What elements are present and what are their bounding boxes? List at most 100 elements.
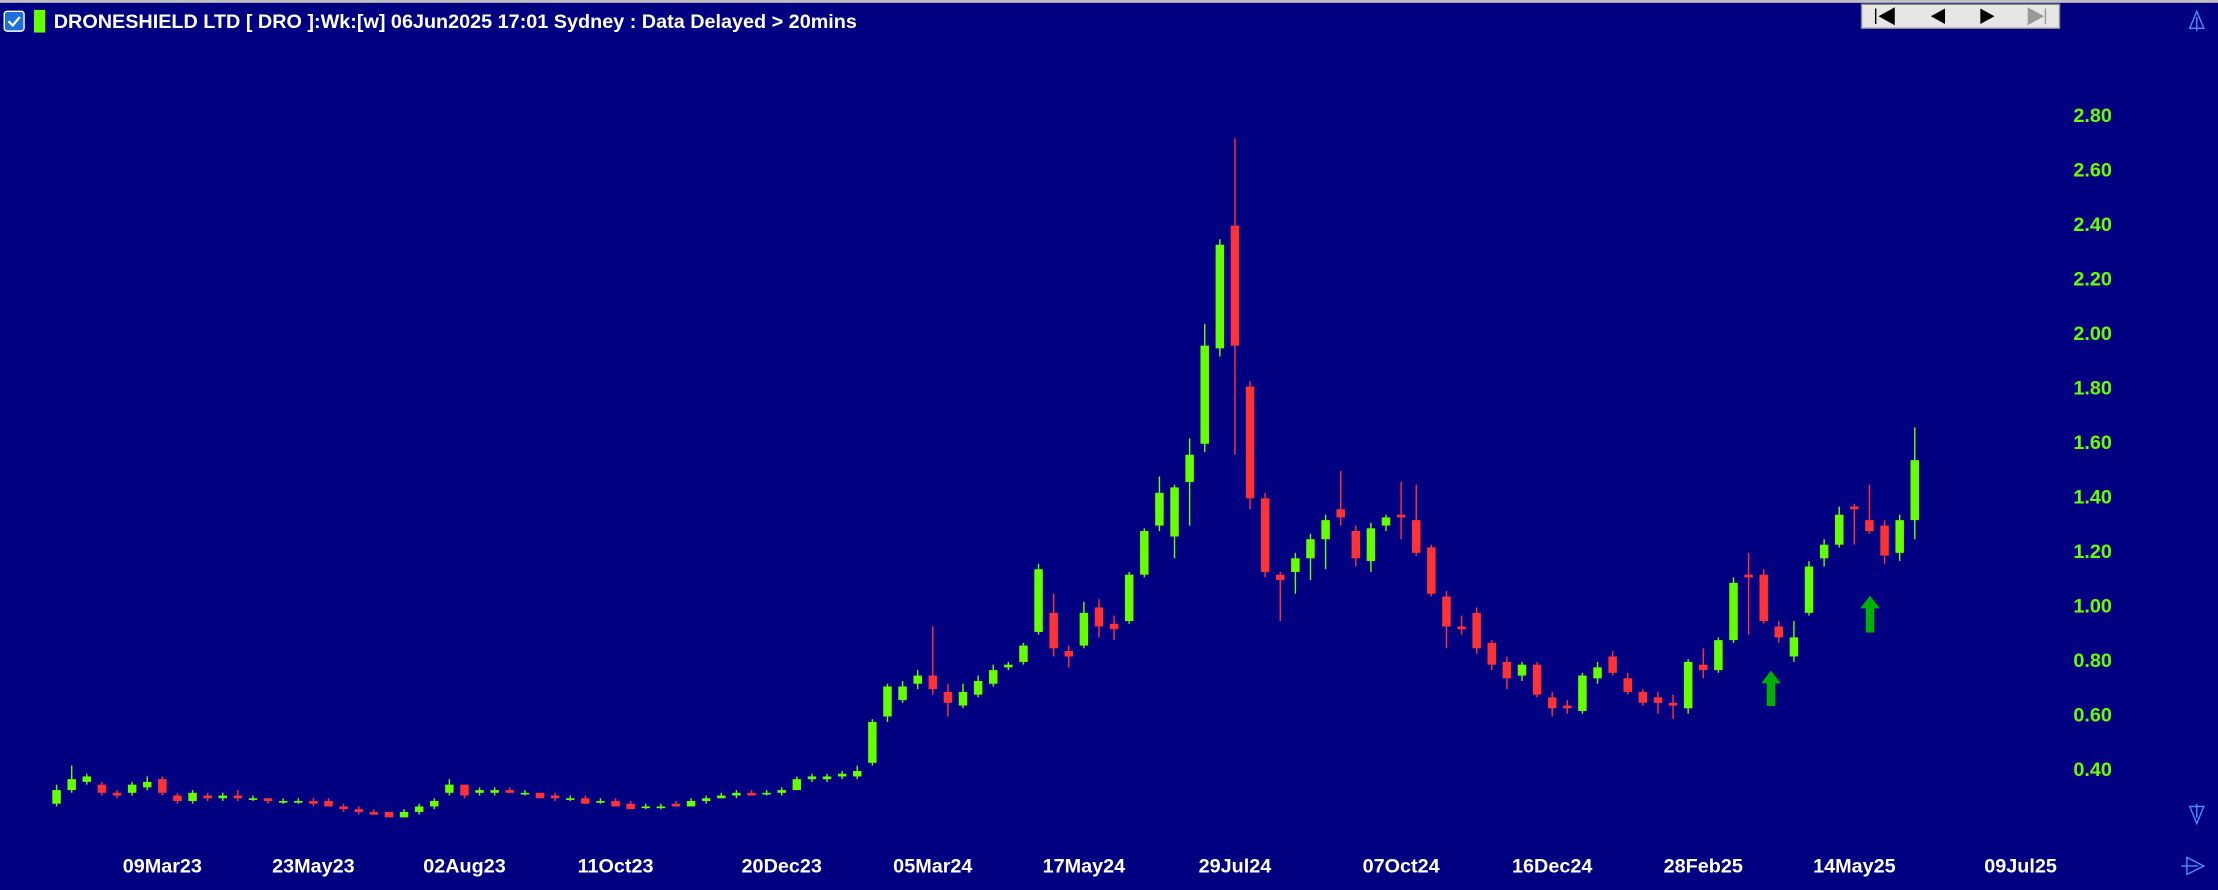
- candle-body: [1321, 520, 1330, 540]
- candle-body: [384, 811, 394, 818]
- candle-body: [233, 795, 243, 799]
- candle-body: [112, 792, 122, 796]
- candle-body: [1260, 498, 1270, 572]
- y-tick-label: 0.40: [2073, 759, 2112, 781]
- candle-body: [1155, 492, 1164, 526]
- check-mark: [7, 16, 21, 28]
- candle-body: [550, 795, 560, 799]
- candle-body: [188, 792, 197, 801]
- candle-body: [1170, 487, 1179, 537]
- candle-body: [1880, 525, 1889, 556]
- candle-body: [868, 721, 877, 763]
- candle-body: [1336, 509, 1345, 518]
- candle-body: [1850, 506, 1859, 510]
- x-tick-label: 29Jul24: [1199, 856, 1272, 878]
- candle-body: [1683, 661, 1693, 709]
- candle-body: [1200, 345, 1209, 444]
- candle-body: [1895, 520, 1904, 553]
- candle-body: [475, 790, 484, 793]
- nav-prev[interactable]: [1930, 8, 1945, 25]
- candle-body: [1396, 514, 1406, 518]
- candle-body: [1291, 558, 1300, 572]
- candle-body: [1185, 454, 1194, 482]
- y-tick-label: 2.60: [2073, 159, 2112, 181]
- candle-body: [52, 790, 61, 804]
- candle-body: [1729, 582, 1738, 641]
- nav-first[interactable]: [1874, 7, 1895, 26]
- candle-body: [97, 784, 107, 793]
- y-tick-label: 1.60: [2073, 432, 2112, 454]
- x-tick-label: 09Mar23: [123, 856, 202, 878]
- y-tick-label: 2.20: [2073, 268, 2112, 290]
- candle-body: [596, 800, 605, 803]
- candle-body: [173, 795, 182, 801]
- candle-body: [339, 806, 348, 810]
- candle-body: [1623, 678, 1632, 692]
- candle-body: [1245, 386, 1255, 499]
- candle-body: [1759, 574, 1768, 622]
- candle-body: [1276, 574, 1285, 581]
- x-tick-label: 05Mar24: [893, 856, 972, 878]
- candle-body: [1109, 623, 1119, 630]
- candle-body: [1019, 645, 1028, 662]
- candle-body: [1638, 691, 1648, 703]
- x-tick-label: 28Feb25: [1664, 856, 1743, 878]
- candle-body: [1230, 225, 1240, 346]
- nav-last[interactable]: [2027, 7, 2047, 26]
- y-tick-label: 2.40: [2073, 214, 2112, 236]
- candle-body: [1004, 664, 1013, 668]
- candle-body: [1532, 664, 1542, 695]
- candle-body: [1517, 664, 1527, 676]
- candle-body: [943, 691, 953, 703]
- candle-body: [1049, 612, 1058, 649]
- scroll-up[interactable]: [2188, 9, 2205, 32]
- candle-body: [248, 798, 258, 800]
- y-tick-label: 1.80: [2073, 377, 2112, 399]
- candle-body: [792, 779, 802, 791]
- color-swatch: [33, 9, 46, 33]
- candle-body: [399, 811, 409, 818]
- candle-body: [1215, 244, 1225, 349]
- y-tick-label: 2.80: [2073, 105, 2112, 127]
- candle-body: [898, 686, 907, 701]
- candle-body: [581, 798, 590, 804]
- candle-body: [701, 798, 711, 801]
- candle-body: [535, 792, 545, 799]
- x-tick-label: 11Oct23: [578, 856, 654, 878]
- nav-next[interactable]: [1980, 8, 1995, 25]
- candle-body: [324, 800, 333, 807]
- candle-body: [263, 798, 273, 801]
- candle-body: [1411, 520, 1421, 553]
- y-tick-label: 0.60: [2073, 705, 2112, 727]
- candle-body: [1547, 697, 1557, 709]
- checkbox[interactable]: [3, 10, 25, 32]
- candle-body: [309, 800, 318, 804]
- candle-body: [354, 809, 363, 812]
- candle-body: [1457, 626, 1466, 630]
- candle-body: [777, 790, 786, 793]
- candle-body: [717, 795, 726, 799]
- candle-body: [1094, 607, 1104, 627]
- candle-body: [1064, 651, 1074, 657]
- candle-body: [1306, 539, 1315, 559]
- y-tick-label: 2.00: [2073, 323, 2112, 345]
- candle-body: [973, 681, 983, 695]
- candle-body: [445, 784, 454, 793]
- candle-body: [611, 800, 620, 807]
- scroll-down[interactable]: [2188, 803, 2205, 826]
- candle-body: [1910, 460, 1920, 521]
- x-tick-label: 17May24: [1043, 856, 1126, 878]
- candle-body: [67, 779, 76, 791]
- candle-body: [913, 675, 922, 684]
- candle-body: [203, 795, 212, 799]
- top-strip: [0, 0, 2218, 3]
- candle-body: [671, 803, 681, 807]
- candle-body: [1140, 531, 1149, 575]
- candle-body: [369, 811, 379, 815]
- x-tick-label: 07Oct24: [1363, 856, 1440, 878]
- scroll-right[interactable]: [2181, 856, 2206, 876]
- candle-body: [1079, 612, 1089, 646]
- candle-body: [1578, 675, 1587, 712]
